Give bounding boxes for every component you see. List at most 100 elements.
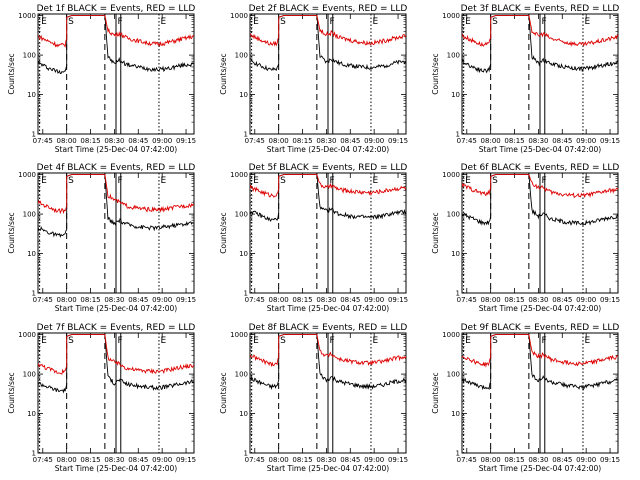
- y-tick-label: 100: [235, 371, 248, 379]
- event-marker-label: F: [330, 17, 335, 27]
- y-tick-label: 10: [27, 91, 36, 99]
- y-tick-label: 1000: [18, 171, 36, 179]
- event-marker-label: E: [253, 17, 259, 27]
- x-tick-label: 08:00: [481, 137, 501, 145]
- chart-panel: Det 9f BLACK = Events, RED = LLD 1 10 100 10…: [431, 323, 620, 473]
- chart-title: Det 5f BLACK = Events, RED = LLD: [249, 163, 408, 173]
- y-axis-label: Counts/sec: [7, 212, 16, 253]
- event-marker-label: E: [41, 336, 47, 346]
- x-tick-label: 09:15: [600, 137, 620, 145]
- event-marker-label: S: [280, 17, 286, 27]
- red-lld-series-line: [250, 334, 406, 368]
- black-events-series-line: [38, 15, 194, 74]
- x-tick-label: 07:45: [33, 456, 53, 464]
- event-marker-label: E: [584, 17, 590, 27]
- x-tick-label: 08:30: [528, 137, 548, 145]
- red-lld-series-line: [462, 15, 618, 47]
- event-marker-label: F: [542, 336, 547, 346]
- event-marker-label: S: [492, 336, 498, 346]
- x-tick-label: 08:00: [269, 137, 289, 145]
- event-marker-label: S: [68, 336, 74, 346]
- chart-title: Det 1f BLACK = Events, RED = LLD: [37, 4, 196, 14]
- y-tick-label: 100: [23, 52, 36, 60]
- y-tick-label: 1000: [18, 331, 36, 339]
- event-marker-label: F: [118, 336, 123, 346]
- y-tick-label: 1: [244, 131, 248, 139]
- x-tick-label: 08:00: [269, 296, 289, 304]
- x-tick-label: 09:00: [364, 296, 384, 304]
- chart-title: Det 2f BLACK = Events, RED = LLD: [249, 4, 408, 14]
- x-tick-label: 08:45: [128, 296, 148, 304]
- event-marker-label: E: [41, 176, 47, 186]
- x-tick-label: 07:45: [33, 137, 53, 145]
- x-tick-label: 09:15: [388, 296, 408, 304]
- x-tick-label: 08:45: [552, 137, 572, 145]
- y-tick-label: 1000: [230, 331, 248, 339]
- y-tick-label: 10: [27, 410, 36, 418]
- red-lld-series-line: [462, 174, 618, 199]
- red-lld-series-line: [38, 174, 194, 215]
- x-tick-label: 08:30: [104, 456, 124, 464]
- x-tick-label: 08:00: [481, 456, 501, 464]
- event-marker-label: E: [465, 176, 471, 186]
- x-tick-label: 07:45: [33, 296, 53, 304]
- y-tick-label: 1000: [18, 12, 36, 20]
- y-tick-label: 100: [447, 52, 460, 60]
- event-marker-label: S: [68, 17, 74, 27]
- x-tick-label: 07:45: [457, 456, 477, 464]
- y-axis-label: Counts/sec: [431, 53, 440, 94]
- event-marker-label: F: [118, 17, 123, 27]
- y-tick-label: 10: [27, 250, 36, 258]
- red-lld-series-line: [38, 15, 194, 48]
- x-tick-label: 09:15: [388, 456, 408, 464]
- y-axis-label: Counts/sec: [431, 212, 440, 253]
- y-tick-label: 1: [244, 290, 248, 298]
- x-tick-label: 08:45: [340, 296, 360, 304]
- event-marker-label: E: [372, 336, 378, 346]
- y-tick-label: 1: [244, 450, 248, 458]
- y-tick-label: 10: [239, 410, 248, 418]
- x-tick-label: 08:15: [292, 296, 312, 304]
- y-tick-label: 1000: [230, 171, 248, 179]
- y-tick-label: 100: [447, 371, 460, 379]
- event-marker-label: E: [465, 336, 471, 346]
- event-marker-label: E: [160, 336, 166, 346]
- chart-title: Det 8f BLACK = Events, RED = LLD: [249, 323, 408, 333]
- event-marker-label: E: [160, 17, 166, 27]
- x-axis-label: Start Time (25-Dec-04 07:42:00): [55, 304, 177, 313]
- x-tick-label: 08:30: [316, 296, 336, 304]
- x-axis-label: Start Time (25-Dec-04 07:42:00): [55, 145, 177, 154]
- event-marker-label: E: [584, 176, 590, 186]
- chart-title: Det 4f BLACK = Events, RED = LLD: [37, 163, 196, 173]
- x-axis-label: Start Time (25-Dec-04 07:42:00): [267, 145, 389, 154]
- event-marker-label: F: [118, 176, 123, 186]
- x-tick-label: 09:00: [576, 456, 596, 464]
- chart-panel: Det 4f BLACK = Events, RED = LLD 1 10 100 10…: [7, 163, 196, 313]
- red-lld-series-line: [462, 334, 618, 368]
- chart-panel: Det 2f BLACK = Events, RED = LLD 1 10 100 10…: [219, 4, 408, 154]
- chart-title: Det 3f BLACK = Events, RED = LLD: [461, 4, 620, 14]
- x-tick-label: 08:15: [504, 296, 524, 304]
- y-axis-label: Counts/sec: [7, 372, 16, 413]
- x-tick-label: 08:15: [504, 137, 524, 145]
- black-events-series-line: [250, 174, 406, 222]
- event-marker-label: E: [160, 176, 166, 186]
- x-axis-label: Start Time (25-Dec-04 07:42:00): [267, 464, 389, 473]
- event-marker-label: S: [68, 176, 74, 186]
- x-tick-label: 08:00: [57, 296, 77, 304]
- red-lld-series-line: [250, 15, 406, 47]
- black-events-series-line: [462, 15, 618, 74]
- y-tick-label: 1000: [442, 171, 460, 179]
- y-tick-label: 100: [23, 211, 36, 219]
- event-marker-label: F: [330, 336, 335, 346]
- x-tick-label: 09:15: [176, 456, 196, 464]
- black-events-series-line: [462, 334, 618, 391]
- x-tick-label: 08:45: [128, 137, 148, 145]
- event-marker-label: E: [253, 336, 259, 346]
- chart-panel: Det 3f BLACK = Events, RED = LLD 1 10 100 10…: [431, 4, 620, 154]
- x-tick-label: 08:30: [528, 296, 548, 304]
- x-tick-label: 07:45: [245, 137, 265, 145]
- x-tick-label: 09:00: [152, 456, 172, 464]
- x-tick-label: 08:45: [340, 456, 360, 464]
- black-events-series-line: [250, 334, 406, 391]
